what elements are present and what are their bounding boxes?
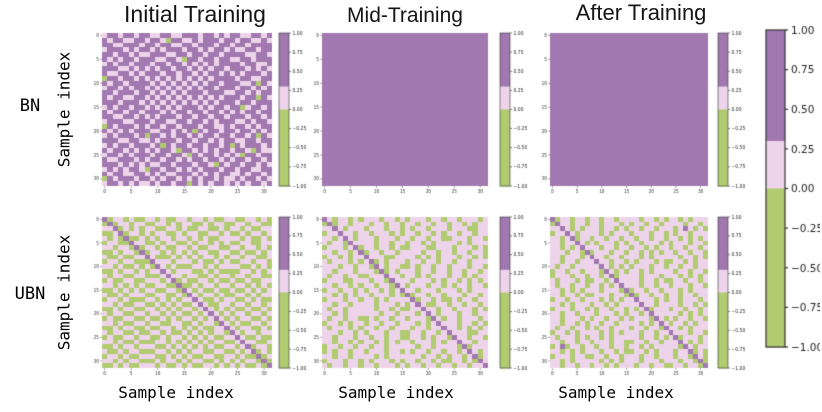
colorbar-bn-after	[716, 29, 750, 190]
colorbar-ubn-initial	[277, 213, 311, 372]
column-title-initial-training: Initial Training	[124, 1, 266, 27]
heatmap-bn-mid	[308, 30, 490, 197]
colorbar-ubn-mid	[498, 213, 532, 372]
x-axis-label-mid: Sample index	[338, 383, 454, 402]
x-axis-label-initial: Sample index	[118, 383, 234, 402]
heatmap-ubn-initial	[88, 214, 274, 379]
y-axis-label-text: Sample index	[54, 51, 74, 168]
y-axis-label-bn: Sample index	[54, 33, 74, 186]
y-axis-label-ubn: Sample index	[54, 217, 74, 368]
row-label-bn: BN	[19, 96, 41, 116]
column-title-mid-training: Mid-Training	[347, 4, 463, 27]
colorbar-ubn-after	[716, 213, 750, 372]
heatmap-ubn-after	[536, 214, 710, 379]
colorbar-main	[762, 20, 820, 360]
heatmap-bn-initial	[88, 30, 274, 197]
x-axis-label-after: Sample index	[558, 383, 674, 402]
colorbar-bn-initial	[277, 29, 311, 190]
colorbar-bn-mid	[498, 29, 532, 190]
column-title-after-training: After Training	[575, 0, 707, 25]
heatmap-bn-after	[536, 30, 710, 197]
y-axis-label-text: Sample index	[54, 234, 74, 351]
heatmap-ubn-mid	[308, 214, 490, 379]
row-label-ubn: UBN	[14, 284, 46, 304]
